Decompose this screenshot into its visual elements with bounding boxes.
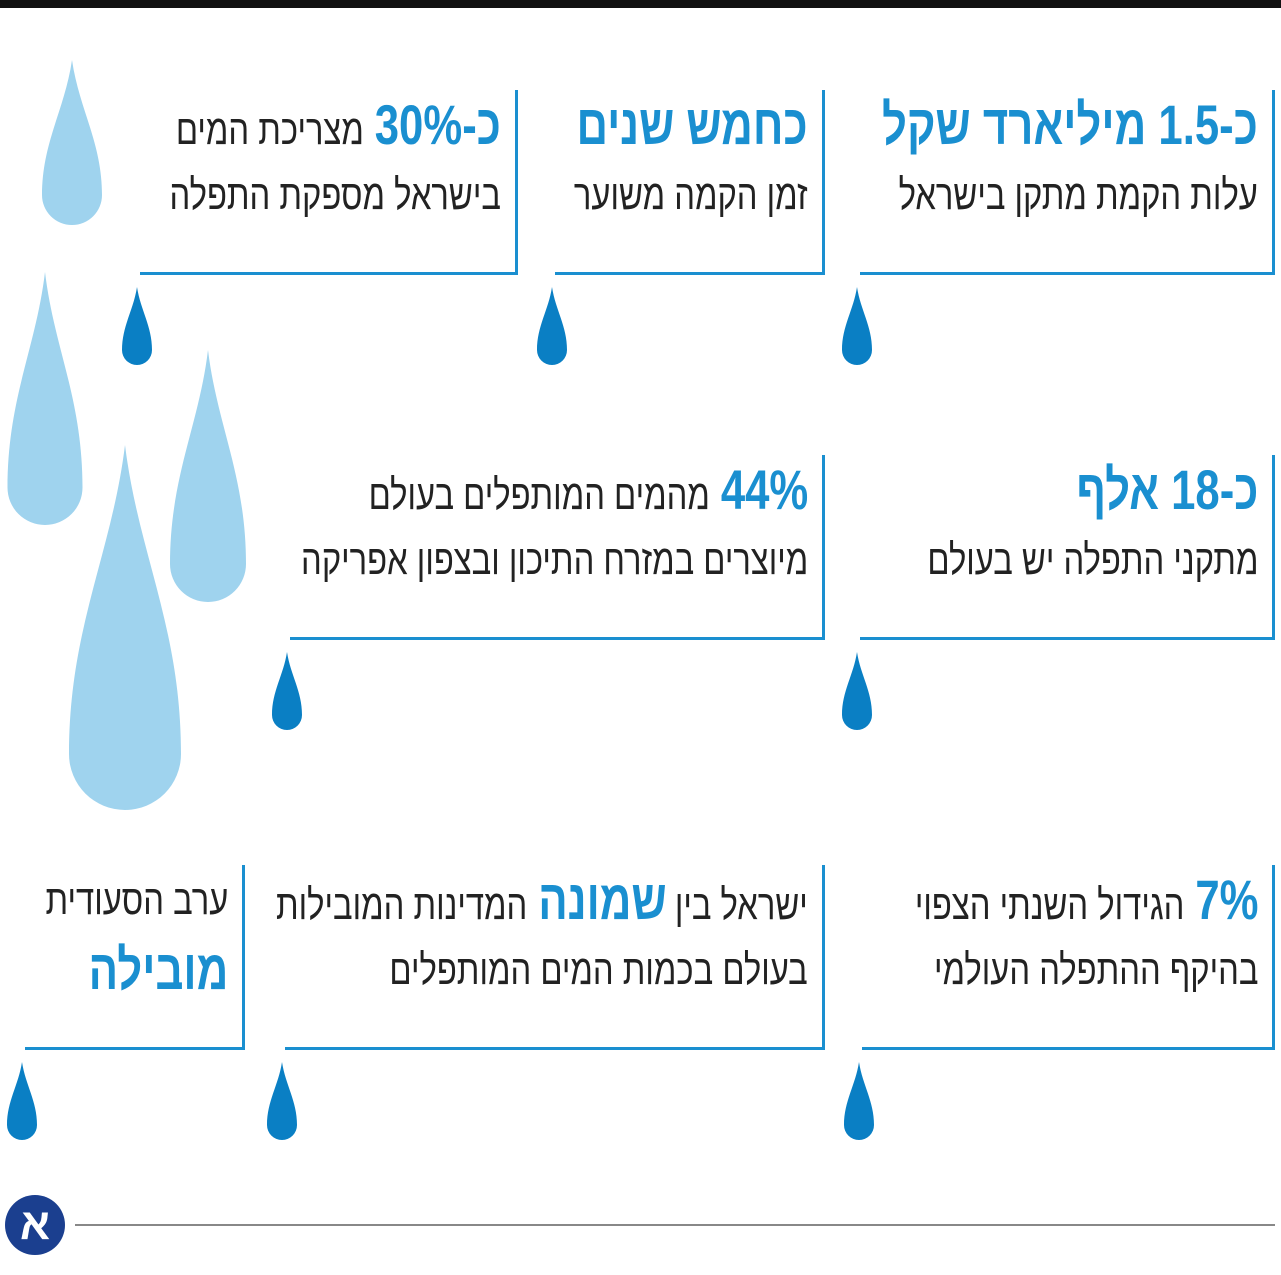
page: א (() => { const data = JSON.parse(docum…	[0, 0, 1281, 1275]
small-drop	[842, 287, 872, 365]
fact-box: כ-1.5 מיליארד שקל עלות הקמת מתקן בישראל	[860, 90, 1275, 275]
fact-text: ישראל ביןשמונההמדינות המובילות בעולם בכמו…	[276, 865, 808, 1005]
fact-words: המדינות המובילות	[276, 881, 527, 928]
fact-box: 44% מהמים המותפלים בעולם מיוצרים במזרח התי…	[290, 455, 825, 640]
fact-line: זמן הקמה משוער	[574, 160, 808, 230]
fact-words: הגידול השנתי הצפוי	[914, 881, 1184, 928]
fact-line: בעולם בכמות המים המותפלים	[276, 935, 808, 1005]
highlight: 44%	[721, 458, 808, 521]
fact-box: 7%הגידול השנתי הצפוי בהיקף ההתפלה העולמי	[862, 865, 1275, 1050]
fact-words: מהמים המותפלים בעולם	[368, 471, 709, 518]
fact-line: בהיקף ההתפלה העולמי	[914, 935, 1258, 1005]
highlight: כחמש שנים	[577, 93, 808, 156]
fact-words: עלות הקמת מתקן בישראל	[899, 171, 1258, 218]
fact-words: מצריכת המים	[176, 106, 364, 153]
fact-line: עלות הקמת מתקן בישראל	[882, 160, 1258, 230]
fact-line: כ-30%מצריכת המים	[170, 90, 501, 160]
small-drop	[7, 1062, 37, 1140]
big-drop	[42, 60, 102, 225]
fact-words: בהיקף ההתפלה העולמי	[934, 946, 1258, 993]
logo: א	[5, 1195, 65, 1255]
big-drop	[170, 350, 246, 602]
fact-text: כ-1.5 מיליארד שקל עלות הקמת מתקן בישראל	[882, 90, 1258, 230]
fact-line: 44% מהמים המותפלים בעולם	[301, 455, 808, 525]
small-drop	[272, 652, 302, 730]
fact-line: 7%הגידול השנתי הצפוי	[914, 865, 1258, 935]
highlight: מובילה	[88, 938, 228, 1001]
highlight: 7%	[1195, 868, 1258, 931]
top-bar	[0, 0, 1281, 8]
fact-words: בעולם בכמות המים המותפלים	[390, 946, 808, 993]
fact-words: מיוצרים במזרח התיכון ובצפון אפריקה	[301, 536, 808, 583]
fact-text: 44% מהמים המותפלים בעולם מיוצרים במזרח התי…	[301, 455, 808, 595]
small-drop	[844, 1062, 874, 1140]
fact-line: מיוצרים במזרח התיכון ובצפון אפריקה	[301, 525, 808, 595]
highlight: שמונה	[538, 868, 666, 931]
big-drop	[8, 272, 83, 525]
fact-words: ערב הסעודית	[45, 876, 228, 923]
fact-words: מתקני התפלה יש בעולם	[927, 536, 1258, 583]
highlight: כ-30%	[375, 93, 501, 156]
fact-text: כ-30%מצריכת המים בישראל מספקת התפלה	[170, 90, 501, 230]
fact-line: כחמש שנים	[574, 90, 808, 160]
fact-text: ערב הסעודית מובילה	[45, 865, 228, 1005]
fact-box: כ-18 אלף מתקני התפלה יש בעולם	[860, 455, 1275, 640]
fact-line: מובילה	[45, 935, 228, 1005]
fact-line: ישראל ביןשמונההמדינות המובילות	[276, 865, 808, 935]
fact-words: בישראל מספקת התפלה	[170, 171, 501, 218]
fact-line: בישראל מספקת התפלה	[170, 160, 501, 230]
small-drop	[122, 287, 152, 365]
fact-line: מתקני התפלה יש בעולם	[927, 525, 1258, 595]
fact-words: זמן הקמה משוער	[574, 171, 808, 218]
fact-text: כ-18 אלף מתקני התפלה יש בעולם	[927, 455, 1258, 595]
fact-words: ישראל בין	[675, 881, 808, 928]
big-drop	[69, 445, 181, 810]
fact-line: ערב הסעודית	[45, 865, 228, 935]
fact-box: כחמש שנים זמן הקמה משוער	[555, 90, 825, 275]
small-drop	[842, 652, 872, 730]
fact-box: ערב הסעודית מובילה	[25, 865, 245, 1050]
fact-line: כ-18 אלף	[927, 455, 1258, 525]
small-drop	[537, 287, 567, 365]
fact-text: 7%הגידול השנתי הצפוי בהיקף ההתפלה העולמי	[914, 865, 1258, 1005]
fact-text: כחמש שנים זמן הקמה משוער	[574, 90, 808, 230]
highlight: כ-18 אלף	[1076, 458, 1258, 521]
fact-box: כ-30%מצריכת המים בישראל מספקת התפלה	[140, 90, 518, 275]
highlight: כ-1.5 מיליארד שקל	[882, 93, 1258, 156]
fact-line: כ-1.5 מיליארד שקל	[882, 90, 1258, 160]
small-drop	[267, 1062, 297, 1140]
